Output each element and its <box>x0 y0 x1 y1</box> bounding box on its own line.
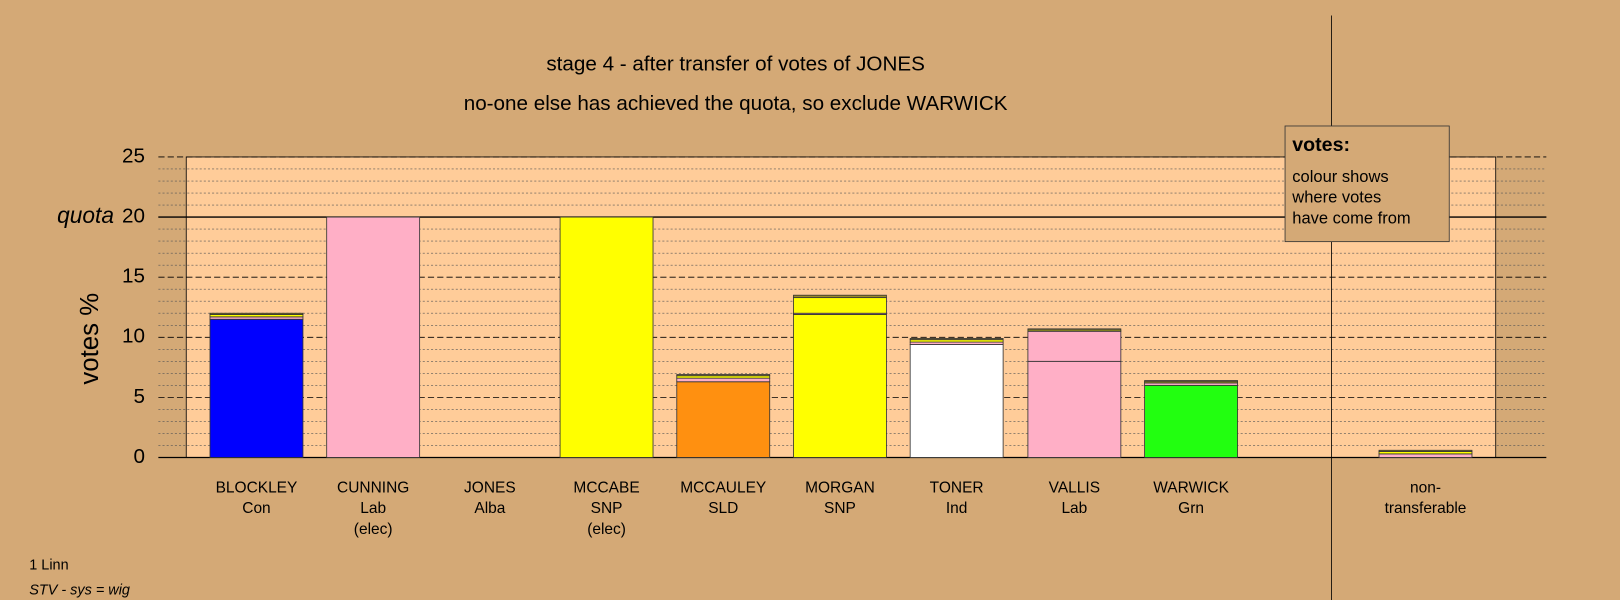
x-tick-label: Grn <box>1178 500 1204 517</box>
bar-segment <box>676 381 771 458</box>
y-axis-label: votes % <box>76 293 104 385</box>
bar-segment <box>1378 453 1473 458</box>
x-tick-label: SNP <box>824 500 856 517</box>
x-tick-label: Ind <box>946 500 968 517</box>
bar-segment <box>1378 449 1473 452</box>
x-tick-label: JONES <box>464 480 516 497</box>
bar-segment <box>1027 328 1122 331</box>
x-tick-label: Con <box>242 500 270 517</box>
bar-segment <box>909 338 1004 341</box>
x-tick-label: MCCAULEY <box>680 480 766 497</box>
bar-segment <box>326 216 421 458</box>
bar-segment <box>1027 330 1122 362</box>
x-tick-label: Alba <box>474 500 505 517</box>
bar-segment <box>1144 380 1238 383</box>
x-tick-label: WARWICK <box>1153 480 1229 497</box>
y-tick-label: 25 <box>122 144 145 167</box>
x-tick-label: (elec) <box>587 521 626 538</box>
quota-label: quota <box>57 202 114 228</box>
legend-line: have come from <box>1292 208 1410 227</box>
y-tick-label: 15 <box>122 265 145 288</box>
x-tick-label: MORGAN <box>805 480 875 497</box>
x-tick-label: non- <box>1410 480 1441 497</box>
y-tick-label: 5 <box>133 385 144 408</box>
legend: votes: colour shows where votes have com… <box>1284 125 1450 243</box>
bar-segment <box>909 344 1004 458</box>
bar-segment <box>1144 384 1238 458</box>
legend-box <box>1284 125 1450 243</box>
x-tick-label: Lab <box>360 500 386 517</box>
bar-segment <box>209 312 304 315</box>
bar-segment <box>793 314 887 458</box>
x-tick-label: Lab <box>1061 500 1087 517</box>
x-tick-label: BLOCKLEY <box>216 480 298 497</box>
x-tick-label: SNP <box>591 500 623 517</box>
bar-segment <box>209 318 304 458</box>
footer-system: STV - sys = wig <box>29 583 130 599</box>
x-tick-label: transferable <box>1385 500 1467 517</box>
bar-segment <box>559 216 654 458</box>
legend-line: colour shows <box>1292 167 1388 186</box>
y-tick-label: 10 <box>122 325 145 348</box>
x-tick-label: VALLIS <box>1049 480 1100 497</box>
bar-segment <box>676 374 771 377</box>
bar-segment <box>1027 360 1122 458</box>
y-tick-label: 20 <box>122 205 145 228</box>
bar-segment <box>793 294 887 299</box>
bar-segment <box>793 297 887 314</box>
bar-segment <box>676 377 771 383</box>
footer-area: 1 Linn <box>29 558 68 574</box>
y-tick-label: 0 <box>133 445 144 468</box>
x-tick-label: SLD <box>708 500 738 517</box>
chart-subtitle: no-one else has achieved the quota, so e… <box>464 92 1008 115</box>
x-tick-label: TONER <box>930 480 984 497</box>
x-tick-label: (elec) <box>354 521 393 538</box>
chart-title: stage 4 - after transfer of votes of JON… <box>546 53 925 76</box>
legend-line: where votes <box>1291 188 1381 207</box>
bars <box>209 216 1473 458</box>
x-tick-label: CUNNING <box>337 480 409 497</box>
legend-title: votes: <box>1292 134 1350 156</box>
x-tick-label: MCCABE <box>573 480 639 497</box>
